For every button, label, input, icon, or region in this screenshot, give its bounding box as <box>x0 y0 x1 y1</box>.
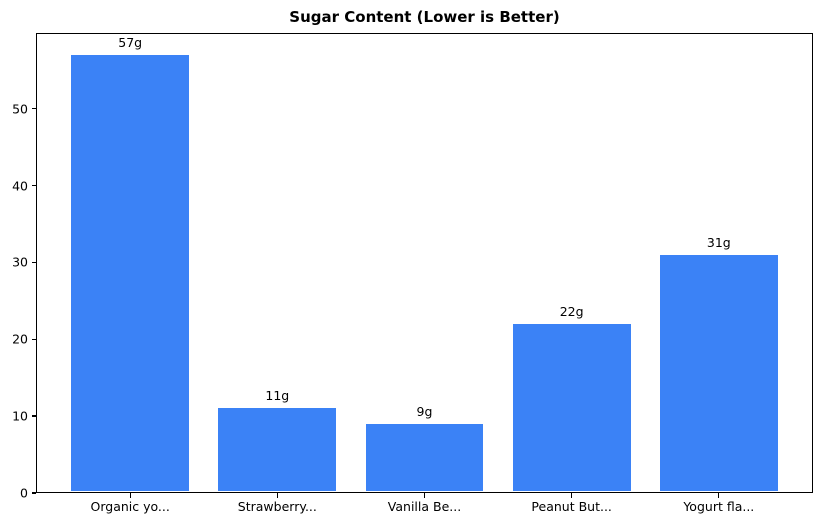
bar-value-label: 31g <box>706 234 731 250</box>
x-axis-tick-label: Strawberry... <box>237 499 317 514</box>
x-axis-tick-mark <box>423 493 426 498</box>
x-axis-tick-label: Organic yo... <box>90 499 170 514</box>
y-axis-tick-label: 10 <box>12 408 28 424</box>
y-axis-tick-mark <box>31 492 36 494</box>
bar-value-label: 22g <box>559 303 584 319</box>
y-axis-tick-mark <box>31 261 36 264</box>
x-axis-tick-label: Vanilla Be... <box>387 499 462 514</box>
y-axis-tick-label: 30 <box>12 254 28 270</box>
y-axis-tick-label: 50 <box>12 101 28 117</box>
bar-value-label: 57g <box>118 34 143 50</box>
bar <box>512 323 631 492</box>
y-axis-tick-label: 20 <box>12 331 28 347</box>
bar <box>365 423 484 492</box>
y-axis-tick-mark <box>31 184 36 187</box>
x-axis-tick-mark <box>571 493 573 498</box>
x-axis-tick-mark <box>129 493 131 498</box>
x-axis-tick-mark <box>276 493 278 498</box>
y-axis-tick-label: 40 <box>12 178 28 194</box>
y-axis-tick-mark <box>31 415 36 417</box>
y-axis-tick-mark <box>31 108 36 110</box>
bar <box>218 408 337 492</box>
bar-value-label: 11g <box>265 388 290 404</box>
y-axis-tick-mark <box>31 338 36 340</box>
x-axis-tick-label: Peanut But... <box>531 499 612 514</box>
chart-title: Sugar Content (Lower is Better) <box>289 8 560 26</box>
bar <box>659 254 778 492</box>
y-axis-tick-label: 0 <box>20 485 28 501</box>
x-axis-tick-mark <box>718 493 720 498</box>
bar <box>71 54 190 492</box>
x-axis-tick-label: Yogurt fla... <box>683 499 755 514</box>
bar-value-label: 9g <box>416 403 433 419</box>
